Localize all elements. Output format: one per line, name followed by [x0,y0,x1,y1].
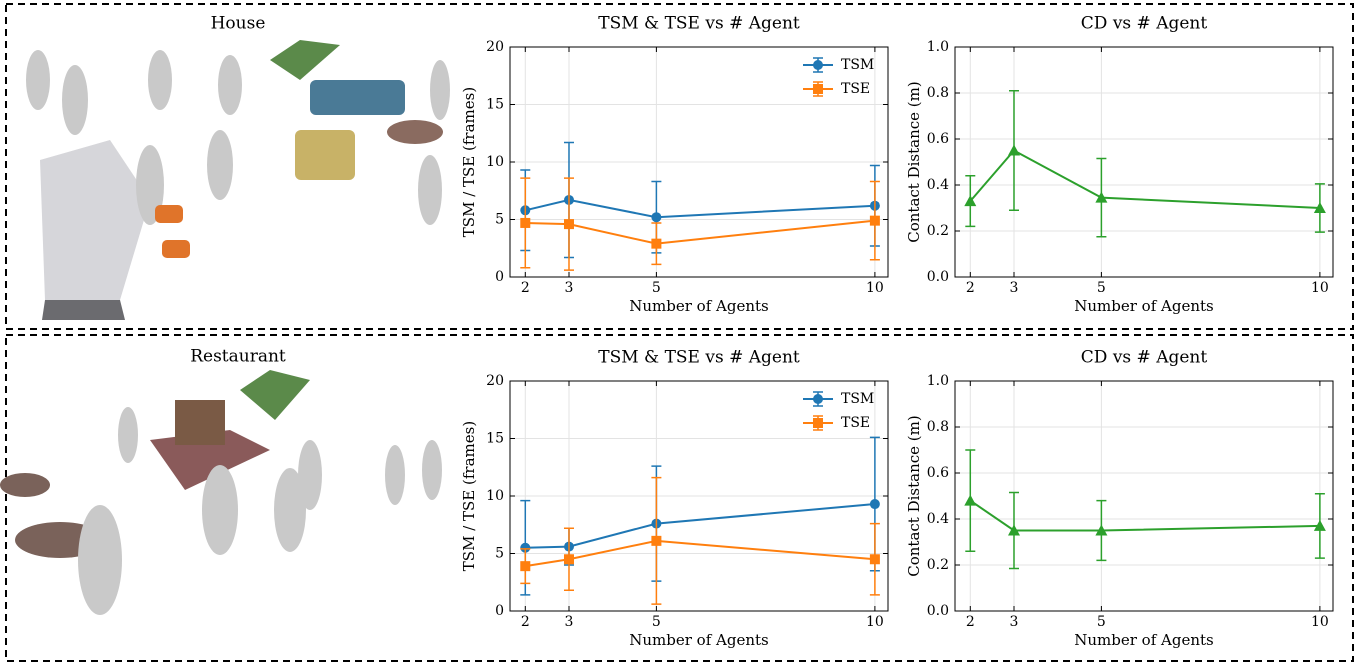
legend-label: TSE [841,415,870,431]
y-tick-label: 0.8 [927,85,949,101]
y-tick-label: 0.2 [927,223,949,239]
chart-title: TSM & TSE vs # Agent [598,348,800,368]
y-tick-label: 20 [486,373,504,389]
x-tick-label: 10 [866,614,884,630]
marker [964,494,977,506]
plot-frame [954,46,1334,278]
plot-frame [954,380,1334,612]
marker [1095,524,1108,536]
y-tick-label: 5 [495,212,504,228]
y-tick-label: 10 [486,154,504,170]
x-tick-label: 2 [966,280,975,296]
legend-label: TSE [841,81,870,97]
y-tick-label: 10 [486,488,504,504]
y-tick-label: 0.2 [927,557,949,573]
legend-marker [813,394,823,404]
x-axis-label: Number of Agents [629,631,768,649]
chart-title: TSM & TSE vs # Agent [598,14,800,34]
x-tick-label: 3 [565,614,574,630]
x-tick-label: 5 [1097,614,1106,630]
panel-frame [5,3,1354,330]
panel-caption: House [211,14,266,34]
series-line [525,539,875,568]
x-tick-label: 2 [521,280,530,296]
marker [520,542,531,553]
legend-marker [813,84,823,94]
marker [869,215,880,226]
x-tick-label: 2 [966,614,975,630]
y-tick-label: 1.0 [927,39,949,55]
y-tick-label: 0.4 [927,511,949,527]
marker [651,238,662,249]
marker [869,499,880,510]
legend-label: TSM [841,57,874,73]
y-axis-label: TSM / TSE (frames) [460,87,478,237]
series-line [969,499,1320,532]
y-tick-label: 0.8 [927,419,949,435]
x-tick-label: 10 [1311,280,1329,296]
y-tick-label: 0 [495,269,504,285]
marker [1007,144,1020,156]
plot-frame [509,380,889,612]
x-tick-label: 10 [1311,614,1329,630]
marker [563,554,574,565]
marker [1095,191,1108,203]
restaurant-scene [0,370,442,615]
series-line [525,198,875,219]
marker [869,554,880,565]
y-axis-label: Contact Distance (m) [905,415,923,576]
x-tick-label: 5 [652,614,661,630]
y-tick-label: 0.0 [927,603,949,619]
x-axis-label: Number of Agents [1074,631,1213,649]
y-tick-label: 15 [486,431,504,447]
x-axis-label: Number of Agents [629,297,768,315]
x-tick-label: 3 [1010,614,1019,630]
y-tick-label: 0.6 [927,465,949,481]
legend-marker [813,418,823,428]
y-tick-label: 20 [486,39,504,55]
series-line [525,503,875,549]
y-tick-label: 0.4 [927,177,949,193]
series-line [969,149,1320,209]
x-tick-label: 5 [1097,280,1106,296]
chart-title: CD vs # Agent [1081,348,1208,368]
house-scene [26,40,450,320]
y-tick-label: 0 [495,603,504,619]
y-axis-label: TSM / TSE (frames) [460,421,478,571]
legend-marker [813,60,823,70]
marker [1007,524,1020,536]
marker [1313,202,1326,213]
marker [1313,519,1326,531]
x-tick-label: 5 [652,280,661,296]
panel-caption: Restaurant [190,347,286,367]
panel-frame [5,334,1354,662]
marker [964,195,977,207]
marker [651,535,662,546]
x-tick-label: 3 [565,280,574,296]
marker [651,212,662,223]
marker [563,219,574,230]
x-tick-label: 10 [866,280,884,296]
x-tick-label: 3 [1010,280,1019,296]
y-axis-label: Contact Distance (m) [905,81,923,242]
plot-frame [509,46,889,278]
y-tick-label: 5 [495,546,504,562]
x-axis-label: Number of Agents [1074,297,1213,315]
x-tick-label: 2 [521,614,530,630]
legend-label: TSM [841,391,874,407]
y-tick-label: 0.6 [927,131,949,147]
marker [520,217,531,228]
y-tick-label: 1.0 [927,373,949,389]
chart-title: CD vs # Agent [1081,14,1208,34]
y-tick-label: 15 [486,97,504,113]
series-line [525,219,875,245]
y-tick-label: 0.0 [927,269,949,285]
marker [520,561,531,572]
